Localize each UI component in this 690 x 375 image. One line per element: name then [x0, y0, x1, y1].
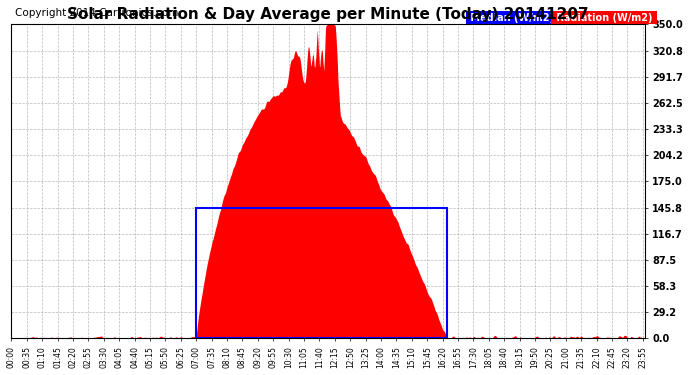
Text: Radiation (W/m2): Radiation (W/m2): [553, 13, 656, 23]
Text: Median (W/m2): Median (W/m2): [467, 13, 558, 23]
Title: Solar Radiation & Day Average per Minute (Today) 20141207: Solar Radiation & Day Average per Minute…: [67, 7, 589, 22]
Text: Copyright 2014 Cartronics.com: Copyright 2014 Cartronics.com: [14, 8, 178, 18]
Bar: [196, 208, 447, 338]
